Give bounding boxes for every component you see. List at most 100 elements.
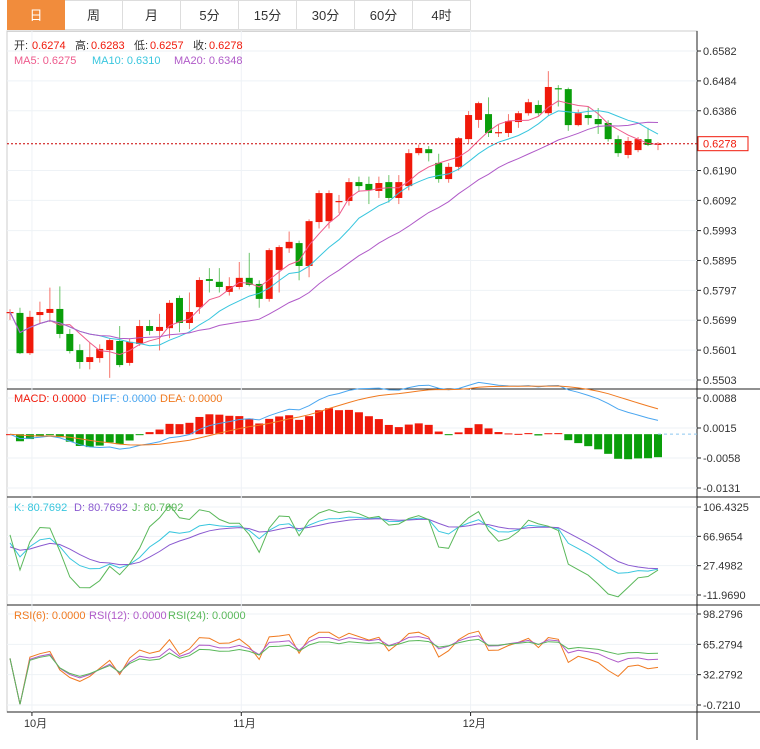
legend-diff: DIFF: 0.0000 xyxy=(92,393,156,405)
macd-bar xyxy=(424,424,433,435)
candle xyxy=(375,176,383,198)
ma5-line xyxy=(9,100,659,356)
candle xyxy=(385,175,393,203)
candle-body xyxy=(425,149,433,154)
candle-body xyxy=(574,113,582,126)
candle xyxy=(195,277,203,314)
macd-bar xyxy=(275,416,284,435)
macd-bar xyxy=(145,432,154,435)
tab-0[interactable]: 日 xyxy=(7,0,65,30)
candle xyxy=(415,144,423,156)
candle-body xyxy=(245,277,253,285)
macd-bar xyxy=(285,415,294,435)
rsi24-line xyxy=(9,638,659,705)
tab-7[interactable]: 4时 xyxy=(413,0,471,30)
candle-body xyxy=(265,250,273,299)
macd-bar xyxy=(374,419,383,435)
macd-bar xyxy=(504,433,513,435)
candle xyxy=(166,300,174,339)
macd-bar xyxy=(105,434,114,443)
candle-body xyxy=(445,166,453,180)
x-axis-label: 10月 xyxy=(24,718,47,730)
macd-bar xyxy=(574,434,583,444)
candle-body xyxy=(365,183,373,191)
candle-body xyxy=(564,89,572,126)
macd-bar xyxy=(624,434,633,460)
macd-bar xyxy=(195,416,204,435)
axis-label: 66.9654 xyxy=(703,531,743,543)
legend-d: D: 80.7692 xyxy=(74,502,128,514)
x-axis-label: 12月 xyxy=(463,718,486,730)
macd-bar xyxy=(514,433,523,435)
macd-bar xyxy=(494,432,503,435)
macd-bar xyxy=(295,419,304,435)
candle xyxy=(455,136,463,171)
axis-label: 0.6386 xyxy=(703,106,737,118)
candle-body xyxy=(375,183,383,191)
candle-body xyxy=(534,104,542,114)
candle xyxy=(315,190,323,229)
candle xyxy=(66,329,74,354)
candle xyxy=(245,252,253,287)
candle-body xyxy=(514,113,522,123)
candle-body xyxy=(156,326,164,331)
candle-body xyxy=(195,279,203,308)
legend-ma20: MA20: 0.6348 xyxy=(174,55,243,67)
candle xyxy=(146,319,154,336)
candle-body xyxy=(634,139,642,151)
macd-bar xyxy=(634,434,643,459)
tab-5[interactable]: 30分 xyxy=(297,0,355,30)
j-line xyxy=(9,504,659,598)
tab-3[interactable]: 5分 xyxy=(181,0,239,30)
candle-body xyxy=(275,247,283,270)
candle xyxy=(175,295,183,333)
axis-label: 0.5503 xyxy=(703,375,737,387)
axis-label: 65.2794 xyxy=(703,639,743,651)
macd-bar xyxy=(215,414,224,435)
axis-label: 0.5601 xyxy=(703,345,737,357)
macd-bar xyxy=(265,418,274,435)
tab-2[interactable]: 月 xyxy=(123,0,181,30)
tab-6[interactable]: 60分 xyxy=(355,0,413,30)
candle-body xyxy=(315,193,323,223)
macd-bar xyxy=(344,409,353,435)
macd-bar xyxy=(65,434,74,442)
axis-label: 0.0015 xyxy=(703,423,737,435)
x-axis-label: 11月 xyxy=(233,718,255,730)
axis-label: 27.4982 xyxy=(703,561,743,573)
candle-body xyxy=(544,86,552,114)
axis-label: 106.4325 xyxy=(703,502,749,514)
candle xyxy=(335,194,343,214)
candle xyxy=(395,175,403,205)
macd-bar xyxy=(115,434,124,445)
axis-label: 0.6582 xyxy=(703,46,737,58)
candle-body xyxy=(485,114,493,134)
axis-label: 0.6190 xyxy=(703,166,737,178)
candle xyxy=(614,135,622,157)
candle-body xyxy=(86,357,94,363)
candle xyxy=(76,344,84,369)
candle xyxy=(524,98,532,116)
axis-label: 98.2796 xyxy=(703,609,743,621)
candle-body xyxy=(415,147,423,154)
candle-body xyxy=(524,102,532,114)
macd-bar xyxy=(25,434,34,440)
candle xyxy=(564,87,572,131)
macd-bar xyxy=(45,434,54,436)
macd-bar xyxy=(75,434,84,446)
tab-4[interactable]: 15分 xyxy=(239,0,297,30)
macd-bar xyxy=(155,429,164,435)
candle xyxy=(106,338,114,378)
ma20-line xyxy=(9,121,659,340)
legend-j: J: 80.7692 xyxy=(132,502,183,514)
macd-bar xyxy=(185,422,194,435)
macd-bar xyxy=(334,410,343,435)
tab-1[interactable]: 周 xyxy=(65,0,123,30)
macd-bar xyxy=(444,434,453,436)
candle xyxy=(345,178,353,206)
ma10-line xyxy=(9,110,659,347)
rsi6-line xyxy=(9,630,659,705)
candle-body xyxy=(584,115,592,119)
macd-bar xyxy=(614,434,623,459)
